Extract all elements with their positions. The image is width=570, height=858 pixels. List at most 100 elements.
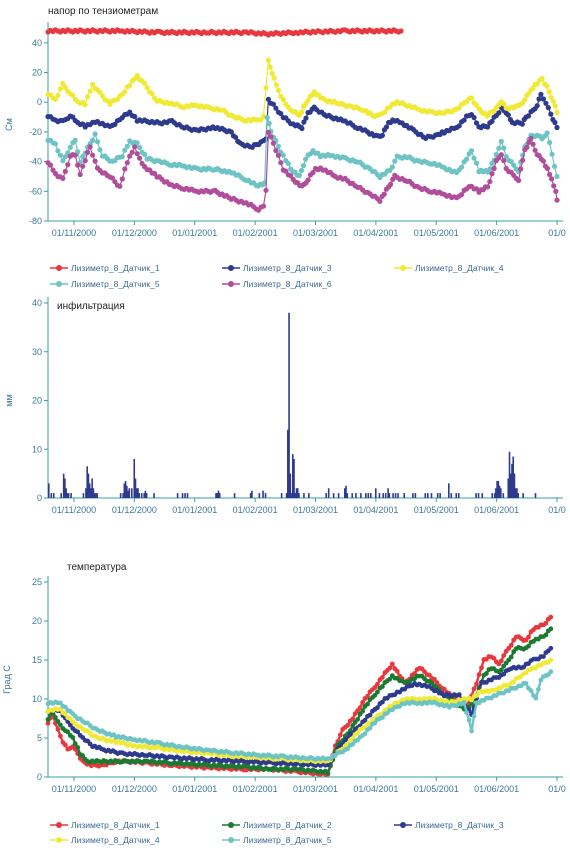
- legend-label: Лизиметр_8_Датчик_6: [243, 279, 332, 289]
- data-point: [124, 143, 130, 149]
- legend-label: Лизиметр_8_Датчик_4: [415, 263, 504, 273]
- data-point: [498, 152, 504, 158]
- data-point: [122, 89, 128, 95]
- data-point: [45, 720, 51, 726]
- data-point: [541, 654, 546, 659]
- data-point: [491, 165, 497, 171]
- data-point: [296, 172, 302, 178]
- bar: [496, 480, 498, 498]
- bar: [498, 485, 501, 498]
- legend-label: Лизиметр_8_Датчик_3: [415, 820, 504, 830]
- data-point: [387, 676, 393, 682]
- data-point: [62, 84, 68, 90]
- data-point: [548, 111, 554, 117]
- data-point: [47, 162, 54, 168]
- bar: [332, 493, 335, 498]
- bar: [82, 493, 85, 498]
- series-1: [45, 27, 404, 38]
- data-point: [233, 134, 239, 140]
- legend-label: Лизиметр_8_Датчик_1: [71, 263, 160, 273]
- data-point: [505, 112, 511, 118]
- data-point: [485, 184, 491, 190]
- chart-title: инфильтрация: [57, 300, 125, 312]
- data-point: [144, 85, 150, 91]
- bar: [517, 493, 519, 498]
- data-point: [301, 119, 307, 125]
- legend-item: Лизиметр_8_Датчик_5: [50, 279, 160, 289]
- data-point: [388, 181, 394, 187]
- x-tick-label: 01/12/2000: [112, 784, 157, 794]
- bar: [378, 493, 381, 498]
- data-point: [501, 158, 507, 164]
- data-point: [355, 730, 360, 736]
- y-tick-label: -40: [29, 157, 42, 167]
- data-point: [476, 672, 482, 678]
- data-point: [554, 173, 560, 180]
- bar: [514, 488, 517, 498]
- data-point: [80, 753, 86, 759]
- data-point: [362, 717, 368, 723]
- data-point: [489, 118, 495, 124]
- data-point: [543, 632, 549, 638]
- bar: [303, 493, 305, 498]
- data-point: [524, 144, 530, 150]
- bar: [337, 493, 340, 498]
- data-point: [87, 144, 93, 150]
- data-point: [501, 145, 507, 151]
- data-point: [97, 147, 103, 153]
- data-point: [554, 197, 560, 203]
- legend-swatch-marker: [56, 822, 62, 828]
- bar: [414, 493, 417, 498]
- legend-item: Лизиметр_8_Датчик_5: [222, 835, 332, 845]
- bar: [153, 493, 155, 498]
- bar: [133, 459, 136, 498]
- bar: [403, 493, 406, 498]
- bar: [91, 478, 93, 498]
- data-point: [553, 188, 559, 194]
- bar: [48, 483, 50, 498]
- data-point: [360, 708, 365, 714]
- data-point: [375, 689, 380, 695]
- bar: [500, 488, 502, 498]
- data-point: [473, 120, 480, 126]
- data-point: [55, 92, 61, 98]
- bar: [448, 483, 450, 498]
- data-point: [534, 103, 540, 109]
- data-point: [129, 149, 135, 155]
- data-point: [62, 711, 68, 717]
- data-point: [519, 121, 525, 127]
- data-point: [275, 152, 281, 158]
- data-point: [501, 671, 507, 677]
- data-point: [137, 144, 143, 151]
- legend-item: Лизиметр_8_Датчик_4: [394, 263, 504, 273]
- bar: [86, 466, 88, 498]
- data-point: [516, 177, 522, 184]
- data-point: [357, 705, 363, 711]
- bar: [392, 493, 394, 498]
- bar: [509, 473, 512, 498]
- data-point: [117, 183, 123, 189]
- data-point: [554, 110, 560, 116]
- y-tick-label: 40: [32, 38, 42, 48]
- x-tick-label: 01/06/2001: [474, 784, 519, 794]
- data-point: [461, 117, 467, 123]
- bar: [516, 488, 518, 498]
- y-tick-label: -20: [29, 127, 42, 137]
- chart-title: температура: [67, 562, 127, 573]
- data-point: [508, 158, 514, 165]
- data-point: [375, 705, 380, 711]
- data-point: [528, 135, 534, 141]
- bar: [436, 493, 439, 498]
- data-point: [498, 658, 504, 664]
- data-point: [80, 163, 86, 169]
- data-point: [456, 123, 462, 129]
- bar: [291, 454, 294, 498]
- bar: [176, 493, 179, 498]
- bar: [507, 478, 510, 498]
- data-point: [548, 645, 554, 651]
- data-point: [268, 134, 274, 140]
- bar: [216, 493, 219, 498]
- bar: [493, 493, 496, 498]
- data-point: [55, 726, 61, 732]
- data-point: [65, 729, 71, 735]
